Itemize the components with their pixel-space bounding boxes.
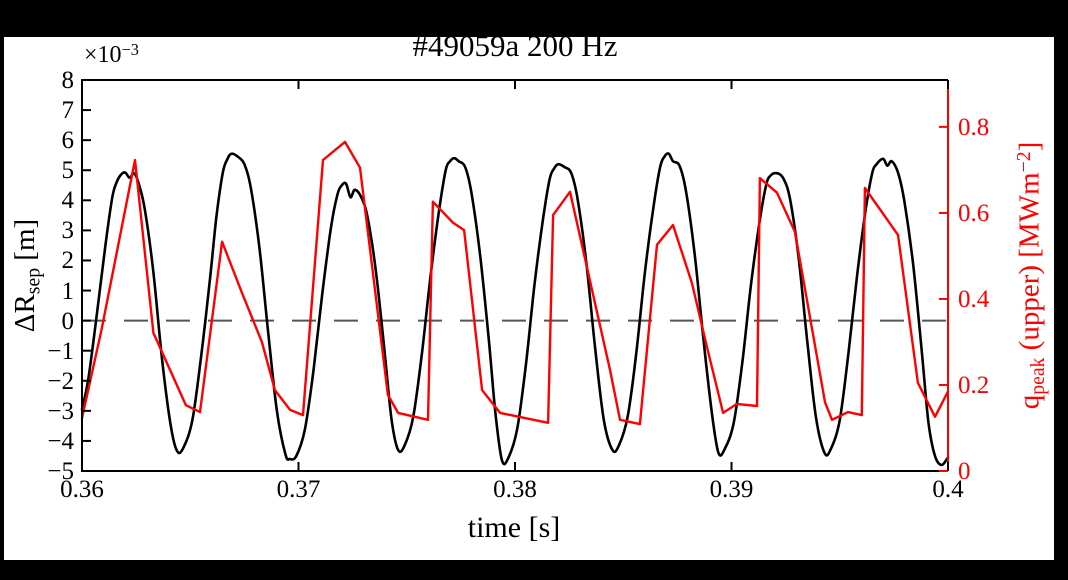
left-y-tick-label: 8	[61, 67, 75, 94]
right-y-axis-label: qpeak (upper) [MWm−2]	[1013, 80, 1049, 471]
x-tick-label: 0.4	[932, 476, 964, 503]
figure-background	[4, 37, 1054, 560]
x-axis-label: time [s]	[467, 511, 561, 544]
right-label-subscript: peak	[1026, 357, 1049, 395]
left-y-tick-label: 2	[61, 247, 75, 275]
left-y-tick-label: 7	[61, 97, 75, 125]
x-tick-label: 0.36	[60, 476, 104, 503]
x-tick-label: 0.38	[493, 476, 537, 503]
chart-title: #49059a 200 Hz	[412, 28, 618, 63]
left-y-tick-label: −1	[47, 337, 74, 365]
right-label-symbol: q	[1013, 394, 1046, 410]
x-tick-label: 0.37	[276, 476, 321, 503]
axis-box	[81, 79, 948, 472]
left-y-tick-label: −4	[47, 427, 74, 455]
x-tick-label: 0.39	[709, 476, 754, 503]
left-y-tick-label: 6	[61, 127, 75, 155]
right-label-bracket: ]	[1013, 141, 1046, 152]
left-y-tick-label: 1	[61, 277, 75, 305]
left-y-tick-label: −5	[47, 458, 74, 485]
left-y-tick-label: 0	[61, 307, 75, 335]
left-y-tick-label: 3	[61, 217, 75, 245]
right-y-tick-label: 0.8	[958, 113, 990, 141]
right-y-tick-label: 0.4	[958, 285, 990, 313]
left-y-tick-label: 4	[61, 187, 75, 215]
right-y-tick-label: 0.6	[958, 199, 990, 227]
q-peak-upper-curve	[80, 140, 950, 426]
left-y-tick-label: −3	[47, 397, 74, 425]
right-y-tick-label: 0	[958, 458, 971, 485]
right-y-tick-label: 0.2	[958, 371, 990, 399]
right-label-exponent: −2	[1013, 151, 1035, 173]
left-y-tick-label: −2	[47, 367, 74, 395]
right-label-unit: (upper) [MWm	[1013, 172, 1046, 358]
multiplier-exponent: −3	[121, 40, 139, 59]
delta-R-sep-curve	[80, 152, 950, 467]
left-axis-multiplier: ×10−3	[84, 41, 139, 68]
multiplier-base: ×10	[84, 41, 122, 68]
left-y-tick-label: 5	[61, 157, 75, 185]
